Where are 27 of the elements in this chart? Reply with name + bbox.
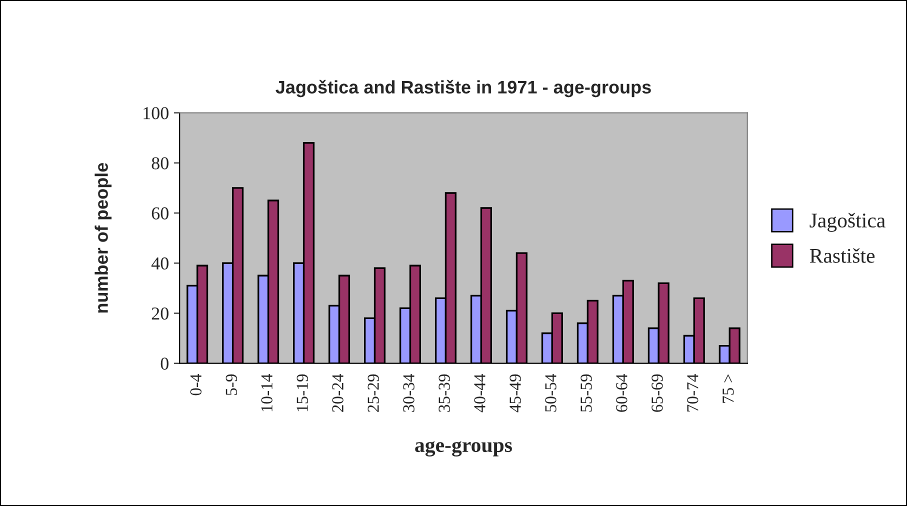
chart-title: Jagoštica and Rastište in 1971 - age-groups xyxy=(276,80,651,98)
x-tick-label: 0-4 xyxy=(190,374,202,396)
y-tick-label: 80 xyxy=(152,157,168,170)
x-tick-label: 55-59 xyxy=(580,374,592,412)
x-tick-label: 5-9 xyxy=(226,374,237,395)
x-tick-label: 50-54 xyxy=(545,374,556,412)
y-tick-label: 0 xyxy=(160,358,168,370)
y-tick-label: 20 xyxy=(152,307,168,320)
x-tick-label: 25-29 xyxy=(368,374,379,412)
legend-label: Rastište xyxy=(810,248,875,263)
x-axis-title: age-groups xyxy=(415,441,512,456)
x-tick-label: 10-14 xyxy=(261,374,272,412)
legend-label: Jagoštica xyxy=(810,212,886,232)
x-tick-label: 45-49 xyxy=(510,374,521,412)
x-tick-label: 30-34 xyxy=(403,374,414,412)
x-tick-label: 70-74 xyxy=(687,374,698,412)
x-tick-label: 20-24 xyxy=(332,374,344,412)
x-tick-label: 35-39 xyxy=(438,374,450,412)
x-tick-label: 60-64 xyxy=(616,374,628,412)
y-tick-label: 40 xyxy=(151,257,168,270)
x-tick-label: 40-44 xyxy=(474,374,486,412)
x-tick-label: 15-19 xyxy=(296,374,308,412)
y-axis-title: number of people xyxy=(94,162,112,313)
x-tick-label: 75 > xyxy=(722,374,734,403)
x-tick-label: 65-69 xyxy=(652,374,663,412)
y-tick-label: 100 xyxy=(144,107,168,120)
y-tick-label: 60 xyxy=(152,207,168,220)
